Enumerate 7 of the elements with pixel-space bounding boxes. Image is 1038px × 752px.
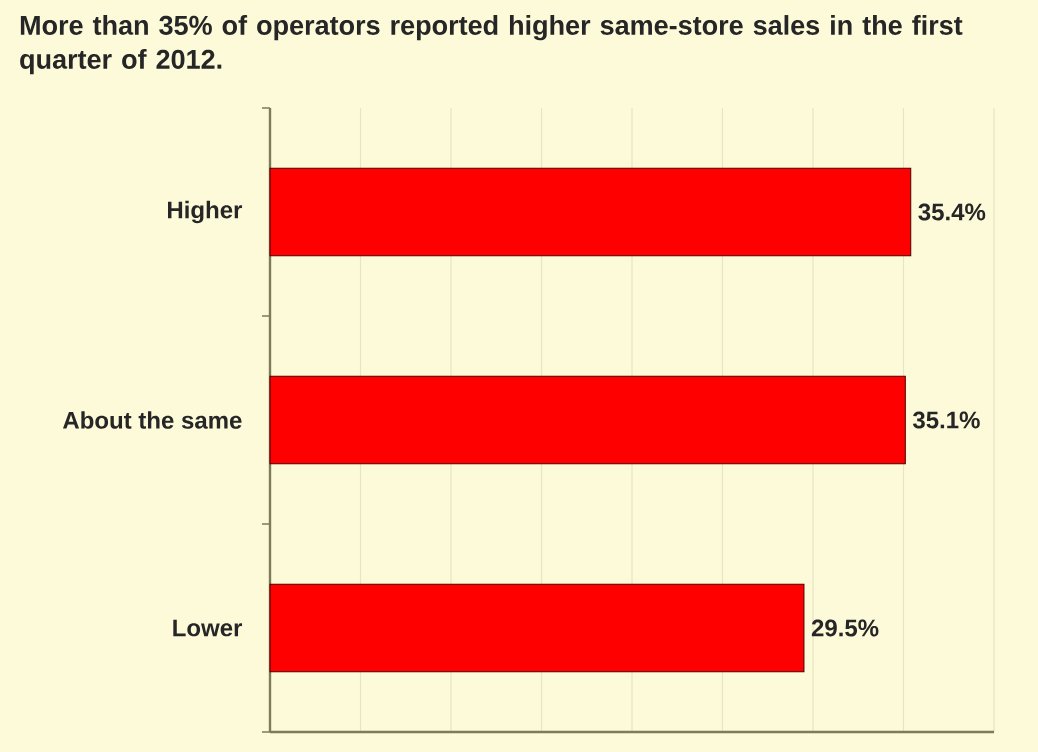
y-tick-label: About the same [62, 411, 242, 429]
y-tick-label: Higher [168, 200, 243, 224]
data-label: 29.5% [811, 619, 879, 637]
chart-title: More than 35% of operators reported higher same-store sales in the first quarter of 2012. [20, 15, 963, 75]
data-label: 35.4% [918, 203, 986, 221]
data-label: 35.1% [912, 411, 980, 429]
y-tick-label: Lower [173, 619, 243, 637]
